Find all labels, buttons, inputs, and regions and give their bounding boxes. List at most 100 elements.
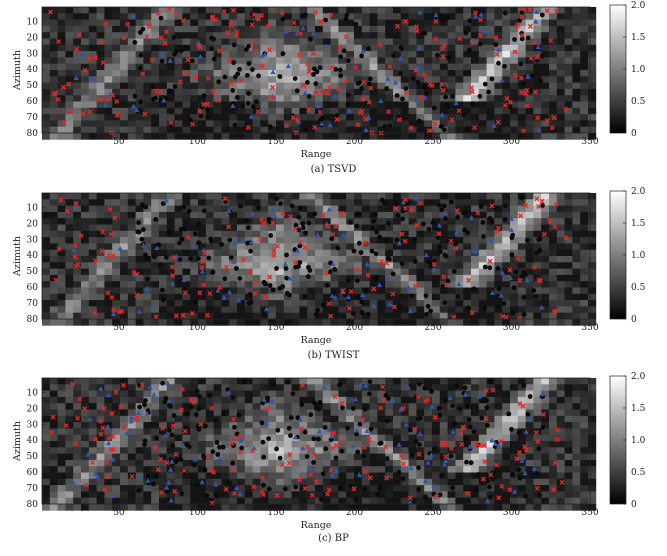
circle-marker [391, 53, 396, 58]
circle-marker [203, 468, 208, 473]
circle-marker [369, 427, 374, 432]
circle-marker [167, 428, 172, 433]
circle-marker [364, 288, 369, 293]
circle-marker [465, 127, 470, 132]
y-axis-label: Azimuth [12, 421, 23, 462]
y-tick-label: 80 [27, 129, 39, 139]
circle-marker [179, 48, 184, 53]
circle-marker [484, 405, 489, 410]
circle-marker [345, 426, 350, 431]
circle-marker [237, 413, 242, 418]
circle-marker [512, 37, 517, 42]
circle-marker [248, 292, 253, 297]
circle-marker [472, 287, 477, 292]
y-tick-label: 30 [27, 420, 39, 430]
circle-marker [293, 485, 298, 490]
y-tick-label: 80 [27, 500, 39, 510]
circle-marker [437, 245, 442, 250]
circle-marker [143, 398, 148, 403]
circle-marker [316, 407, 321, 412]
circle-marker [519, 196, 524, 201]
circle-marker [480, 398, 485, 403]
colorbar-tick-label: 2.0 [631, 1, 646, 11]
circle-marker [443, 95, 448, 100]
circle-marker [467, 18, 472, 23]
circle-marker [510, 472, 515, 477]
x-tick-label: 200 [346, 137, 363, 147]
circle-marker [318, 65, 323, 70]
circle-marker [437, 413, 442, 418]
circle-marker [455, 215, 460, 220]
circle-marker [268, 283, 273, 288]
circle-marker [296, 215, 301, 220]
circle-marker [476, 472, 481, 477]
circle-marker [174, 49, 179, 54]
circle-marker [164, 255, 169, 260]
circle-marker [199, 114, 204, 119]
x-tick-label: 300 [503, 137, 520, 147]
circle-marker [278, 286, 283, 291]
circle-marker [519, 62, 524, 67]
circle-marker [189, 405, 194, 410]
circle-marker [202, 208, 207, 213]
circle-marker [497, 286, 502, 291]
circle-marker [516, 467, 521, 472]
circle-marker [337, 382, 342, 387]
circle-marker [314, 312, 319, 317]
circle-marker [248, 249, 253, 254]
circle-marker [232, 43, 237, 48]
circle-marker [411, 76, 416, 81]
x-tick-label: 150 [267, 137, 284, 147]
circle-marker [244, 47, 249, 52]
circle-marker [301, 225, 306, 230]
circle-marker [536, 446, 541, 451]
circle-marker [366, 312, 371, 317]
circle-marker [357, 241, 362, 246]
circle-marker [291, 391, 296, 396]
y-tick-label: 60 [27, 283, 39, 293]
circle-marker [346, 278, 351, 283]
circle-marker [317, 400, 322, 405]
circle-marker [428, 309, 433, 314]
circle-marker [482, 305, 487, 310]
circle-marker [446, 56, 451, 61]
circle-marker [486, 90, 491, 95]
circle-marker [375, 492, 380, 497]
circle-marker [137, 488, 142, 493]
circle-marker [215, 440, 220, 445]
circle-marker [160, 381, 165, 386]
circle-marker [443, 216, 448, 221]
colorbar-tick-label: 2.0 [631, 372, 646, 382]
colorbar-tick-label: 1.0 [631, 65, 646, 75]
x-tick-label: 250 [424, 137, 441, 147]
circle-marker [229, 255, 234, 260]
circle-marker [382, 124, 387, 129]
colorbar-tick-label: 2.0 [631, 187, 646, 197]
circle-marker [298, 206, 303, 211]
circle-marker [177, 241, 182, 246]
circle-marker [215, 493, 220, 498]
circle-marker [416, 487, 421, 492]
circle-marker [502, 301, 507, 306]
circle-marker [246, 225, 251, 230]
colorbar-tick-label: 1.5 [631, 404, 646, 414]
x-tick-label: 100 [189, 137, 206, 147]
circle-marker [283, 487, 288, 492]
circle-marker [142, 442, 147, 447]
circle-marker [388, 124, 393, 129]
circle-marker [267, 487, 272, 492]
circle-marker [312, 211, 317, 216]
circle-marker [139, 53, 144, 58]
circle-marker [370, 226, 375, 231]
circle-marker [219, 242, 224, 247]
x-tick-label: 150 [267, 323, 284, 333]
y-tick-label: 10 [27, 17, 39, 27]
circle-marker [521, 295, 526, 300]
circle-marker [221, 445, 226, 450]
circle-marker [359, 300, 364, 305]
circle-marker [183, 45, 188, 50]
x-tick-label: 350 [581, 323, 598, 333]
circle-marker [153, 474, 158, 479]
y-tick-label: 50 [27, 267, 39, 277]
